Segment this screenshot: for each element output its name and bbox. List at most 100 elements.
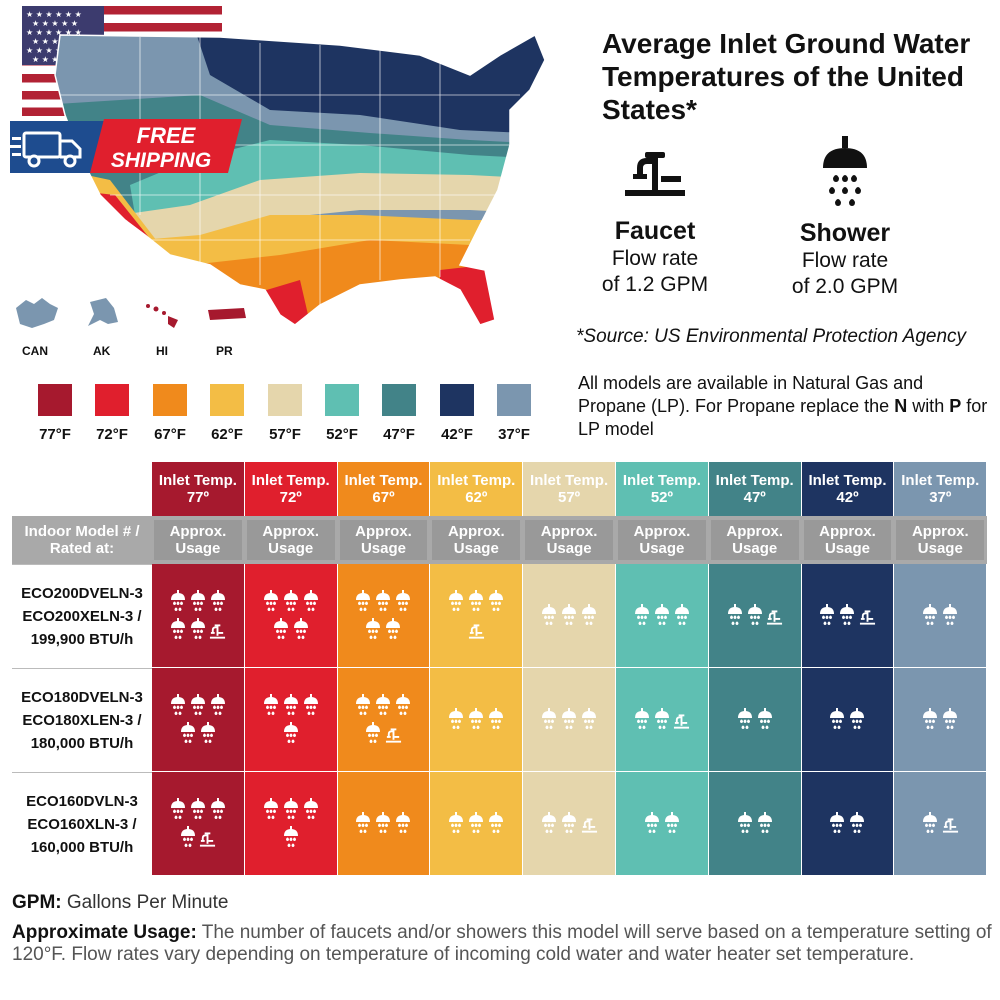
model-line1: ECO200DVELN-3: [21, 585, 143, 602]
shower-icon: [839, 603, 856, 628]
shower-icon: [448, 707, 465, 732]
inlet-temp-header: [244, 462, 337, 516]
inset-label-can: CAN: [22, 344, 48, 358]
inlet-label: Inlet Temp.: [622, 472, 701, 489]
shower-icon: [209, 693, 226, 718]
faucet-icon: [859, 604, 876, 628]
inlet-temp-header: [801, 462, 894, 516]
legend-swatch: [268, 384, 302, 416]
shower-icon: [942, 603, 959, 628]
svg-text:★ ★ ★ ★ ★: ★ ★ ★ ★ ★: [32, 19, 78, 28]
shower-icon: [541, 707, 558, 732]
inlet-label: Inlet Temp.: [530, 472, 609, 489]
shower-icon: [395, 589, 412, 614]
approx-usage-header: Approx. Usage: [803, 520, 892, 560]
approx-line2: Usage: [917, 540, 963, 557]
models-note-pre: All models are available in Natural Gas …: [578, 373, 924, 416]
shower-icon: [756, 707, 773, 732]
usage-cell: [801, 772, 894, 875]
usage-cell: [894, 564, 987, 667]
shower-icon: [488, 707, 505, 732]
shower-icon: [209, 797, 226, 822]
inlet-temp-header: [708, 462, 801, 516]
usage-cell: [337, 668, 430, 771]
usage-cell: [894, 668, 987, 771]
usage-cell: [244, 564, 337, 667]
shower-icon: [653, 603, 670, 628]
legend-label: 57°F: [269, 426, 301, 443]
inlet-temp-value: 37º: [929, 489, 952, 506]
inlet-temp-label: Inlet Temp. 72º: [245, 472, 337, 506]
approx-line1: Approx.: [447, 523, 505, 540]
usage-cell: [337, 564, 430, 667]
model-cell: ECO180DVELN-3 ECO180XLEN-3 / 180,000 BTU/h: [12, 668, 152, 772]
shower-icon: [541, 603, 558, 628]
usage-cell: [801, 668, 894, 771]
inlet-temp-header: [430, 462, 523, 516]
legend-label: 62°F: [211, 426, 243, 443]
inlet-temp-label: Inlet Temp. 62º: [430, 472, 522, 506]
shower-icon: [653, 707, 670, 732]
shower-icon: [395, 811, 412, 836]
shower-icon: [448, 811, 465, 836]
shower-icon: [302, 589, 319, 614]
approx-usage-header: Approx. Usage: [710, 520, 799, 560]
faucet-label: Faucet: [614, 217, 696, 245]
svg-text:★ ★ ★ ★ ★: ★ ★ ★ ★ ★: [32, 55, 78, 64]
shower-icon: [633, 707, 650, 732]
usage-cell: [616, 668, 708, 771]
shower-icon: [282, 589, 299, 614]
usage-cell: [616, 564, 708, 667]
model-line3: 160,000 BTU/h: [30, 839, 134, 856]
inlet-temp-value: 67º: [372, 489, 395, 506]
shower-icon: [849, 811, 866, 836]
inset-label-pr: PR: [216, 344, 233, 358]
inlet-temp-label: Inlet Temp. 47º: [709, 472, 801, 506]
usage-cell: [430, 668, 523, 771]
model-header-line1: Indoor Model # /: [24, 523, 140, 540]
approx-line1: Approx.: [169, 523, 227, 540]
shower-icon: [633, 603, 650, 628]
approx-line1: Approx.: [819, 523, 876, 540]
shower-icon: [169, 617, 186, 642]
shower-icon: [581, 707, 598, 732]
faucet-icon: [625, 152, 685, 196]
shower-icon: [673, 603, 690, 628]
legend-label: 52°F: [326, 426, 358, 443]
shower-icon: [189, 617, 206, 642]
shower-icon: [189, 693, 206, 718]
svg-text:★ ★ ★ ★ ★ ★: ★ ★ ★ ★ ★ ★: [26, 46, 82, 55]
inlet-label: Inlet Temp.: [715, 472, 794, 489]
page-title: Average Inlet Ground Water Temperatures …: [602, 28, 971, 125]
legend-swatch: [38, 384, 72, 416]
shower-icon: [823, 136, 867, 206]
shower-icon: [746, 603, 763, 628]
shower-icon: [355, 589, 372, 614]
svg-text:★ ★ ★ ★ ★ ★: ★ ★ ★ ★ ★ ★: [26, 28, 82, 37]
inlet-temp-label: Inlet Temp. 37º: [894, 472, 986, 506]
faucet-info: Faucet Flow rate of 1.2 GPM: [580, 146, 730, 298]
model-line2: ECO180XLEN-3 /: [22, 712, 142, 729]
shower-icon: [829, 811, 846, 836]
legend-swatch: [325, 384, 359, 416]
legend-swatch: [497, 384, 531, 416]
gpm-term: GPM:: [12, 892, 62, 913]
legend-swatch: [210, 384, 244, 416]
shower-icon: [169, 693, 186, 718]
free-label: FREE: [137, 123, 197, 148]
usage-cell: [523, 772, 615, 875]
approx-line1: Approx.: [911, 523, 969, 540]
shower-icon: [922, 603, 939, 628]
svg-text:★ ★ ★ ★ ★: ★ ★ ★ ★ ★: [32, 37, 78, 46]
shower-icon: [209, 589, 226, 614]
inlet-temp-value: 52º: [650, 489, 673, 506]
models-note-post: for LP model: [578, 396, 988, 439]
approx-line2: Usage: [360, 540, 406, 557]
usage-cell: [523, 668, 615, 771]
usage-cell: [244, 772, 337, 875]
approx-usage-header: Approx. Usage: [154, 520, 242, 560]
shower-icon: [169, 797, 186, 822]
shower-icon: [829, 707, 846, 732]
shower-icon: [282, 825, 299, 850]
inset-label-hi: HI: [156, 344, 168, 358]
